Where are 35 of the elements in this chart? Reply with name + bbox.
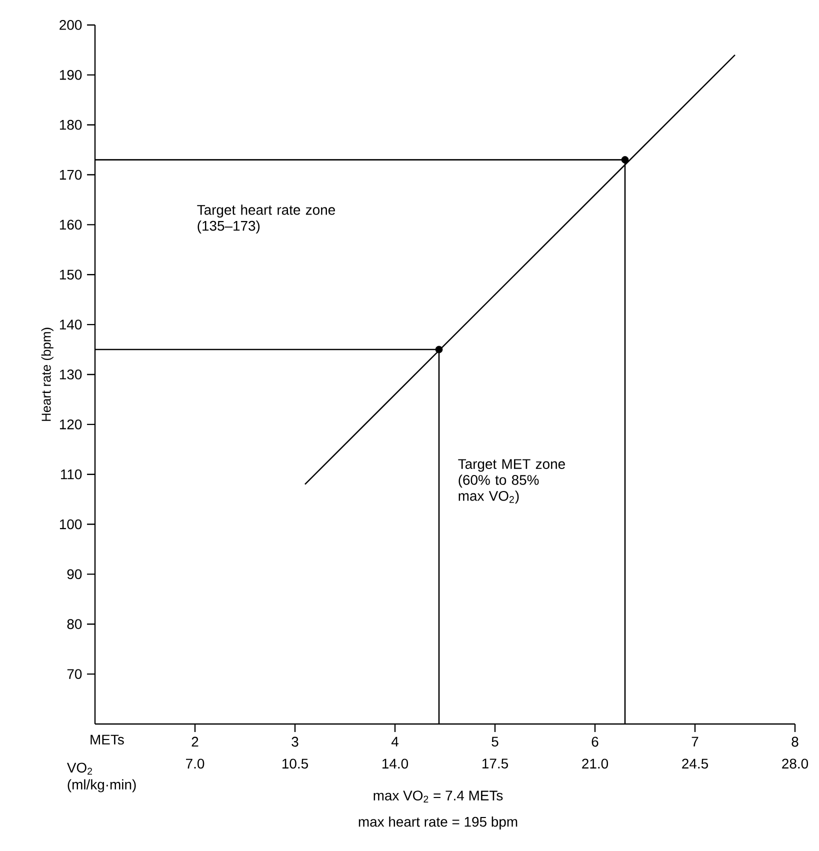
x2-tick-label: 7.0 (186, 758, 204, 769)
y-tick-label: 100 (60, 519, 82, 530)
y-tick-label: 160 (60, 220, 82, 230)
y-tick-label: 90 (67, 569, 82, 580)
x-tick-label: 6 (592, 736, 598, 747)
y-tick-label: 120 (60, 419, 82, 430)
x-tick-label: 3 (292, 736, 298, 747)
x2-tick-label: 17.5 (482, 758, 508, 768)
x2-axis-title: VO$_{2}$ (ml/kg·min) (66, 762, 136, 792)
annotation: Target heart rate zone (135–173) (197, 204, 335, 234)
x-tick-label: 5 (492, 736, 498, 747)
y-tick-label: 180 (60, 120, 82, 130)
x-axis-title: METs (90, 734, 124, 745)
x2-tick-label: 24.5 (682, 758, 708, 769)
x-tick-label: 8 (792, 736, 798, 747)
y-tick-label: 130 (60, 370, 82, 380)
text: max heart rate = 195 bpm (358, 816, 518, 830)
y-tick-label: 200 (60, 20, 82, 30)
x2-tick-label: 28.0 (782, 758, 808, 769)
y-tick-label: 170 (60, 170, 82, 180)
y-tick-label: 190 (60, 70, 82, 80)
annotation: Target MET zone (60% to 85% max VO$_{2}$) (458, 459, 565, 504)
text: max VO$_{2}$ = 7.4 METs (374, 790, 503, 802)
x2-tick-label: 14.0 (382, 758, 408, 769)
y-tick-label: 140 (60, 320, 82, 330)
y-tick-label: 150 (60, 270, 82, 280)
x-tick-label: 4 (391, 736, 398, 746)
x-tick-label: 2 (192, 736, 198, 747)
y-axis-title: Heart rate (bpm) (41, 328, 54, 421)
y-tick-label: 110 (61, 469, 82, 480)
y-tick-label: 80 (67, 619, 82, 630)
y-tick-label: 70 (67, 669, 82, 680)
x2-tick-label: 10.5 (282, 758, 308, 769)
x-tick-label: 7 (692, 736, 698, 746)
x2-tick-label: 21.0 (582, 758, 608, 769)
